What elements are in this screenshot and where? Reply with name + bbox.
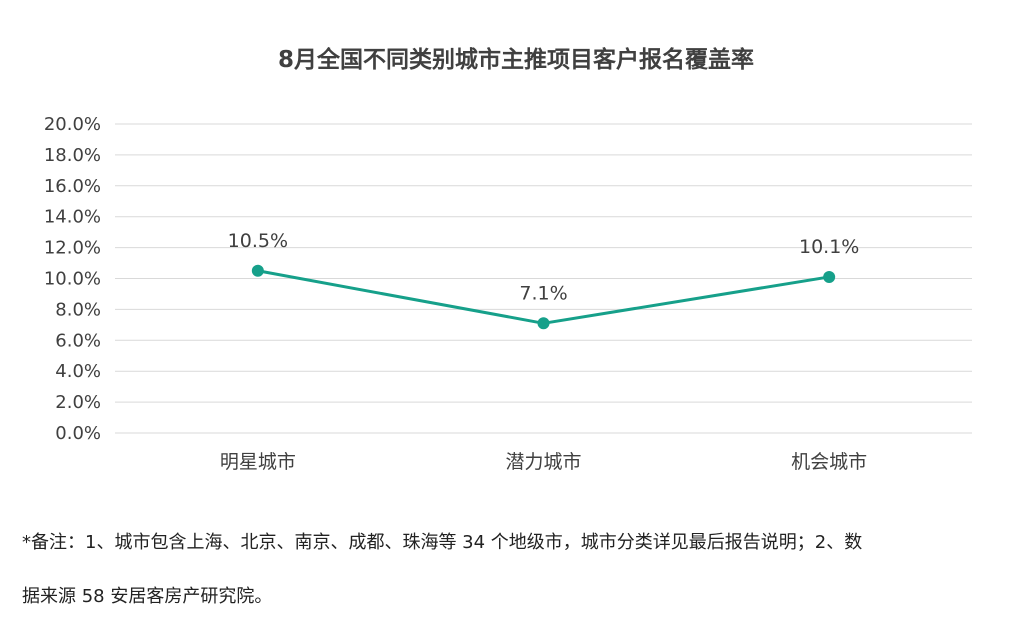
data-point [537, 317, 550, 330]
data-label: 10.5% [228, 230, 288, 252]
data-label: 7.1% [519, 282, 567, 304]
x-tick-label: 机会城市 [791, 451, 867, 473]
y-tick-label: 0.0% [55, 423, 101, 444]
y-tick-label: 18.0% [44, 145, 101, 166]
data-labels: 10.5% 7.1% 10.1% [228, 230, 860, 305]
y-tick-label: 4.0% [55, 361, 101, 382]
data-label: 10.1% [799, 236, 859, 258]
y-tick-label: 6.0% [55, 330, 101, 351]
line-chart: 0.0% 2.0% 4.0% 6.0% 8.0% 10.0% 12.0% 14.0% 16.0%… [44, 114, 972, 473]
y-tick-label: 14.0% [44, 207, 101, 228]
y-axis-tick-labels: 0.0% 2.0% 4.0% 6.0% 8.0% 10.0% 12.0% 14.0% 16.0%… [44, 114, 101, 444]
y-tick-label: 2.0% [55, 392, 101, 413]
data-point [251, 264, 264, 277]
gridlines [115, 123, 972, 434]
x-tick-label: 明星城市 [220, 451, 296, 473]
data-points [251, 264, 836, 330]
y-tick-label: 12.0% [44, 238, 101, 259]
y-tick-label: 8.0% [55, 299, 101, 320]
x-axis-tick-labels: 明星城市 潜力城市 机会城市 [220, 451, 867, 473]
data-point [823, 270, 836, 283]
y-tick-label: 16.0% [44, 176, 101, 197]
footnote-line-2: 据来源 58 安居客房产研究院。 [22, 586, 273, 607]
x-tick-label: 潜力城市 [505, 451, 581, 473]
y-tick-label: 10.0% [44, 269, 101, 290]
chart-title: 8月全国不同类别城市主推项目客户报名覆盖率 [277, 47, 754, 73]
footnote-line-1: *备注：1、城市包含上海、北京、南京、成都、珠海等 34 个地级市，城市分类详见… [22, 532, 863, 553]
y-tick-label: 20.0% [44, 114, 101, 135]
